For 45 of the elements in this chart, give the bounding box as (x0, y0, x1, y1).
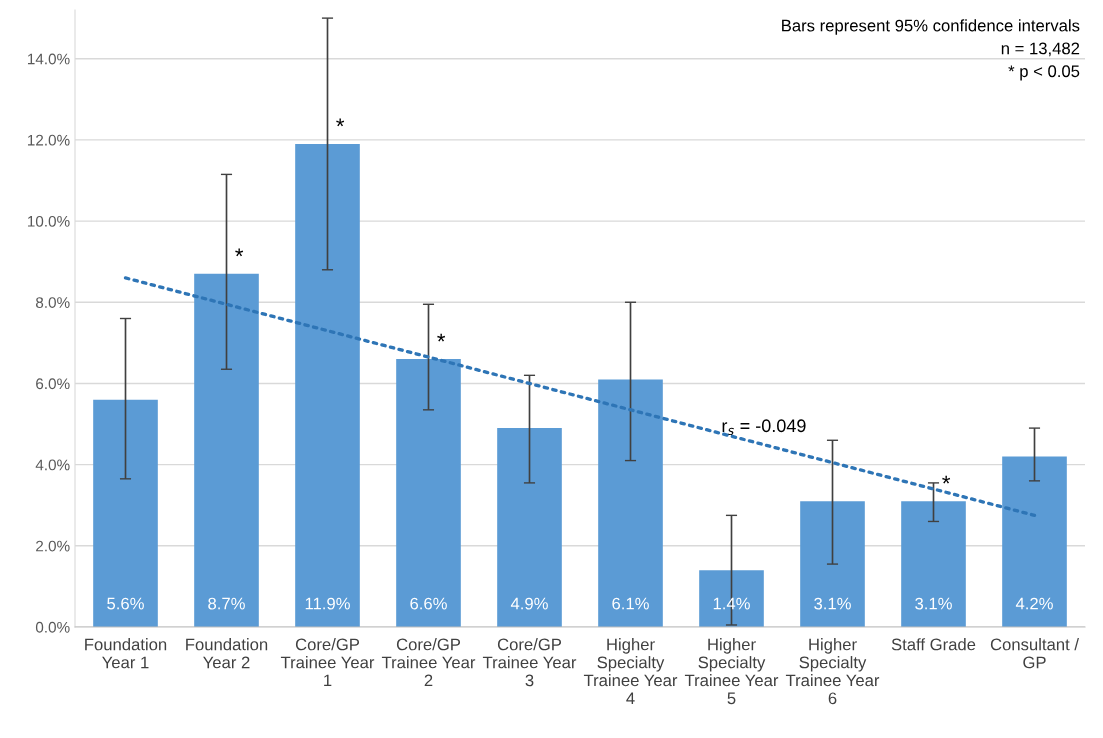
annotation: Bars represent 95% confidence intervals (782, 19, 1080, 35)
y-tick-label: 2.0% (36, 540, 70, 552)
x-tick-label: Higher Specialty Trainee Year 4 (583, 638, 678, 705)
data-label: 8.7% (208, 597, 245, 610)
bar (699, 570, 764, 627)
bar (598, 379, 663, 627)
x-tick-label: Foundation Year 2 (186, 638, 268, 669)
bar (295, 143, 360, 627)
annotation: * (437, 333, 446, 342)
y-tick-label: 10.0% (27, 215, 70, 227)
bar (901, 501, 966, 627)
y-tick-label: 4.0% (35, 459, 70, 471)
x-tick-label: Higher Specialty Trainee Year 6 (785, 638, 880, 705)
bar (1002, 456, 1067, 627)
bar (800, 501, 865, 627)
annotation: * (336, 118, 345, 127)
data-label: 5.6% (107, 597, 144, 610)
x-tick-label: Staff Grade (891, 638, 976, 651)
data-label: 6.6% (410, 597, 447, 610)
x-tick-label: Higher Specialty Trainee Year 5 (684, 638, 779, 705)
annotation: * p < 0.05 (1008, 65, 1080, 81)
x-tick-label: Core/GP Trainee Year 1 (280, 638, 375, 687)
x-tick-label: Core/GP Trainee Year 3 (482, 638, 577, 687)
x-tick-label: Foundation Year 1 (85, 638, 167, 669)
data-label: 6.1% (612, 597, 649, 610)
bar (93, 399, 158, 627)
y-tick-label: 12.0% (27, 134, 70, 146)
y-tick-label: 14.0% (27, 53, 70, 65)
annotation: n = 13,482 (1001, 42, 1080, 57)
data-label: 4.9% (510, 597, 548, 610)
y-tick-label: 6.0% (36, 378, 70, 390)
data-label: 11.9% (305, 597, 350, 610)
data-label: 3.1% (915, 597, 952, 610)
data-label: 3.1% (814, 597, 851, 610)
y-tick-label: 8.0% (35, 297, 70, 308)
bar (194, 273, 259, 627)
annotation: r$_{s}$ = -0.049 (722, 419, 806, 436)
annotation: * (942, 475, 951, 484)
x-tick-label: Consultant / GP (990, 638, 1079, 669)
annotation: * (235, 248, 244, 257)
data-label: 4.2% (1015, 597, 1053, 610)
bar (396, 359, 461, 627)
y-tick-label: 0.0% (35, 621, 70, 633)
bar (497, 428, 562, 627)
x-tick-label: Core/GP Trainee Year 2 (381, 638, 476, 687)
